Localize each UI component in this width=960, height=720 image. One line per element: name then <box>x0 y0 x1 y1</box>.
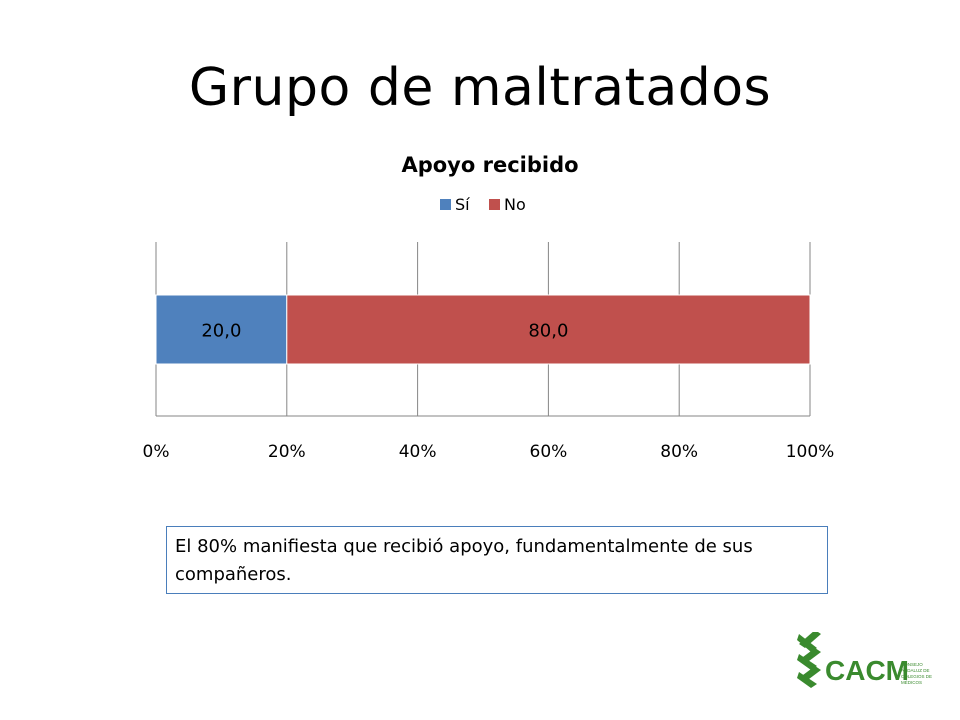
x-tick-label: 20% <box>268 442 306 462</box>
cacm-logo: CACM CONSEJO ANDALUZ DE COLEGIOS DE MÉDI… <box>797 632 932 688</box>
svg-text:ANDALUZ DE: ANDALUZ DE <box>901 668 930 673</box>
bar-value-label: 80,0 <box>528 321 568 342</box>
x-axis-ticks: 0% 20% 40% 60% 80% 100% <box>143 442 835 462</box>
bar-value-label: 20,0 <box>201 321 241 342</box>
bar-no <box>286 294 811 365</box>
legend-swatch <box>440 199 451 210</box>
x-tick-label: 0% <box>143 442 170 462</box>
x-tick-label: 100% <box>786 442 835 462</box>
caption-box: El 80% manifiesta que recibió apoyo, fun… <box>166 526 828 594</box>
chart-title: Apoyo recibido <box>401 153 578 177</box>
x-tick-label: 80% <box>660 442 698 462</box>
legend-label: Sí <box>455 195 470 214</box>
x-tick-label: 60% <box>530 442 568 462</box>
legend-label: No <box>504 195 526 214</box>
chart-legend: Sí No <box>440 195 526 214</box>
legend-swatch <box>489 199 500 210</box>
svg-text:COLEGIOS DE: COLEGIOS DE <box>901 674 932 679</box>
svg-text:CACM: CACM <box>825 655 909 686</box>
svg-text:CONSEJO: CONSEJO <box>901 662 923 667</box>
x-tick-label: 40% <box>399 442 437 462</box>
svg-text:MÉDICOS: MÉDICOS <box>901 679 922 685</box>
slide-title: Grupo de maltratados <box>188 58 772 118</box>
bars: 20,0 80,0 <box>155 294 811 365</box>
stacked-bar-chart: Apoyo recibido Sí No 20,0 80,0 0% 20% 40% 60%… <box>143 153 835 462</box>
